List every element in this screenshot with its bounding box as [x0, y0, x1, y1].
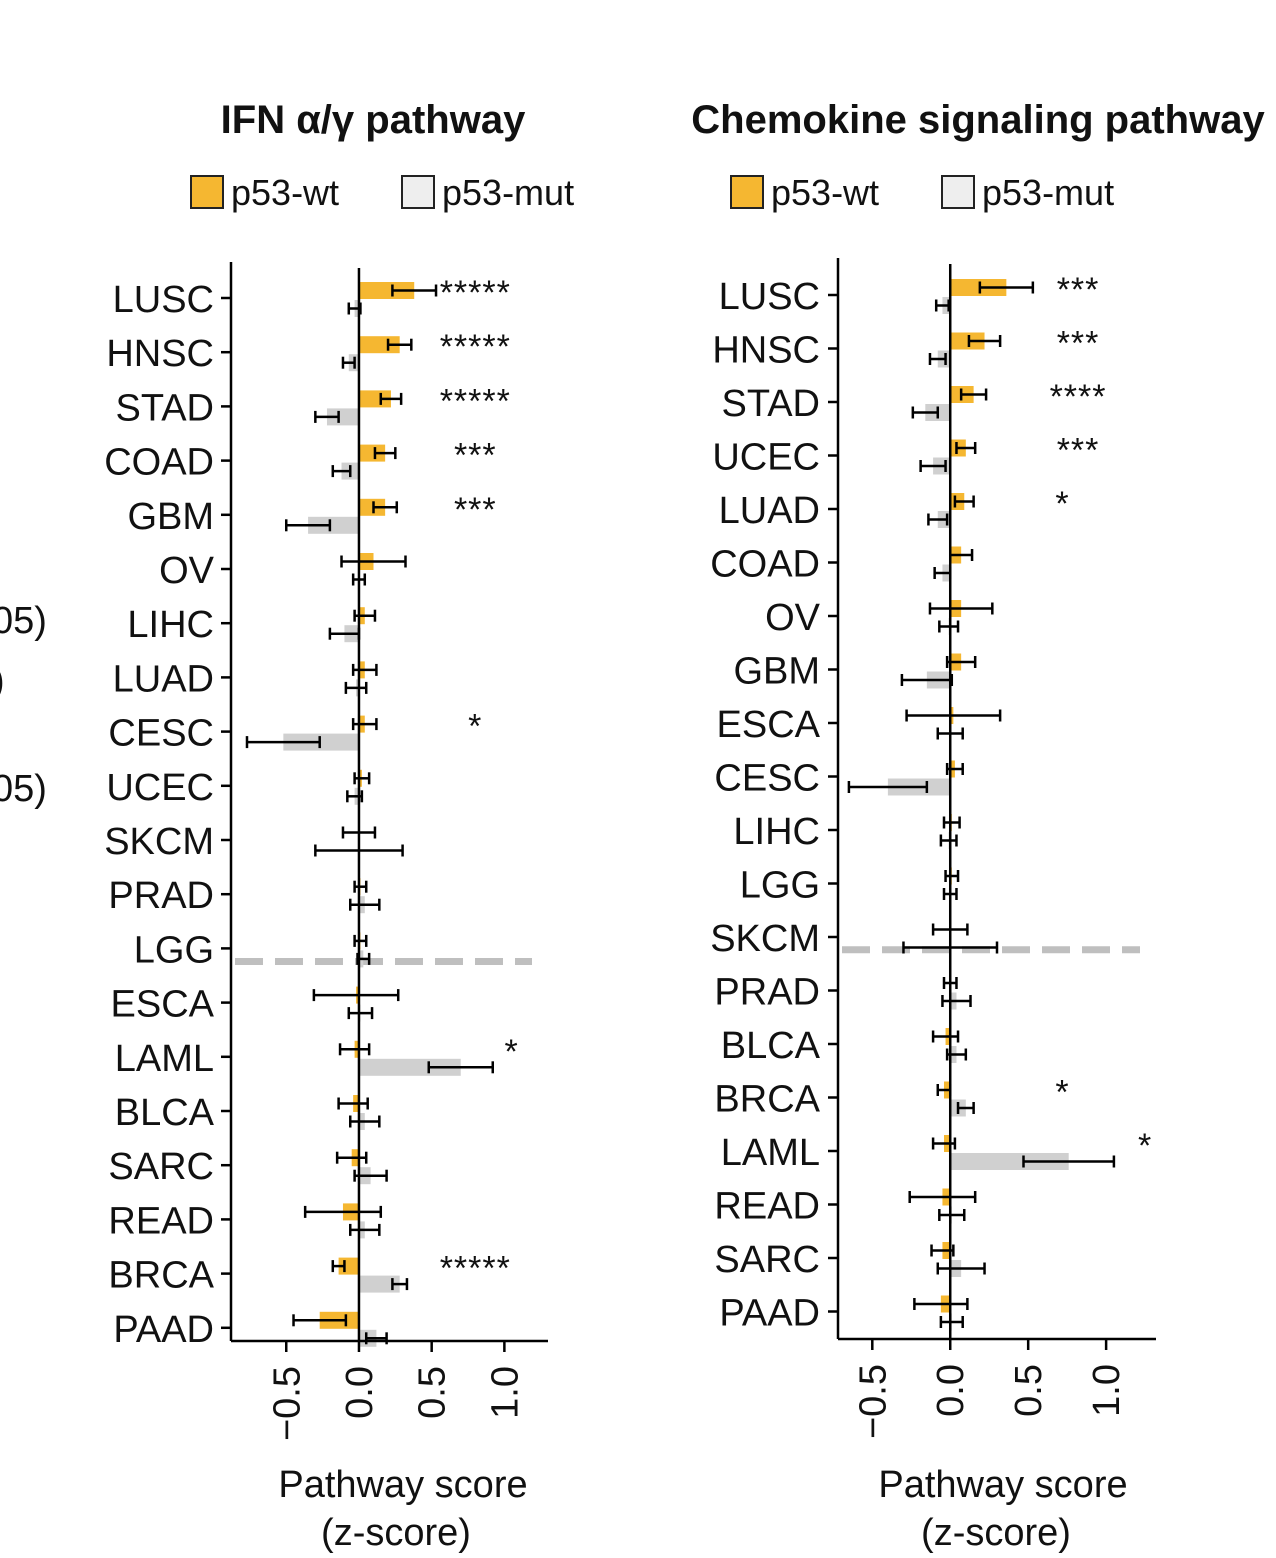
legend-swatch-mut: [401, 175, 435, 209]
category-label: PAAD: [719, 1293, 820, 1335]
category-label: LAML: [115, 1038, 214, 1080]
category-label: PAAD: [113, 1309, 214, 1351]
category-label: LUAD: [113, 658, 214, 700]
bar-p53-mut: [358, 1058, 461, 1076]
category-label: SKCM: [710, 918, 820, 960]
cut-off-label-3: 05): [0, 768, 47, 810]
x-axis-title: Pathway score: [278, 1464, 527, 1506]
x-tick-label: 0.5: [1008, 1364, 1050, 1417]
category-label: UCEC: [712, 437, 820, 479]
category-label: HNSC: [106, 333, 214, 375]
category-label: READ: [714, 1186, 820, 1228]
category-label: BLCA: [115, 1092, 215, 1134]
category-label: SKCM: [104, 821, 214, 863]
category-label: LIHC: [127, 604, 214, 646]
bar-p53-wt: [358, 390, 391, 408]
bar-p53-mut: [308, 516, 359, 534]
x-axis-unit: (z-score): [321, 1512, 471, 1554]
category-label: LGG: [740, 865, 820, 907]
category-label: LUSC: [719, 276, 820, 318]
bar-p53-wt: [950, 332, 985, 350]
category-label: STAD: [721, 383, 820, 425]
category-label: COAD: [104, 442, 214, 484]
x-tick-label: 0.5: [412, 1366, 454, 1419]
significance-stars: *: [505, 1033, 519, 1071]
x-tick-label: 1.0: [484, 1366, 526, 1419]
bar-p53-wt: [950, 279, 1007, 296]
bar-p53-wt: [358, 282, 415, 299]
legend: p53-wt p53-mut: [190, 172, 574, 213]
significance-stars: *: [1138, 1127, 1152, 1165]
bar-p53-mut: [358, 1275, 400, 1293]
category-label: LAML: [721, 1132, 820, 1174]
bar-p53-mut: [283, 733, 359, 751]
bar-p53-mut: [326, 408, 359, 426]
category-label: LIHC: [733, 811, 820, 853]
category-label: LUSC: [113, 279, 214, 321]
category-label: GBM: [127, 496, 214, 538]
x-tick-label: −0.5: [852, 1364, 894, 1439]
bar-p53-wt: [358, 498, 386, 516]
significance-stars: *: [468, 708, 482, 746]
category-label: GBM: [733, 651, 820, 693]
category-label: SARC: [714, 1239, 820, 1281]
chart-panel-chemokine: Chemokine signaling pathway p53-wt p53-mut…: [691, 98, 1265, 1554]
category-label: CESC: [714, 758, 820, 800]
significance-stars: ***: [1057, 325, 1100, 363]
bar-p53-wt: [358, 444, 386, 462]
x-tick-label: 1.0: [1086, 1364, 1128, 1417]
cut-off-label-1: 05): [0, 600, 47, 642]
x-tick-label: 0.0: [339, 1366, 381, 1419]
x-tick-label: −0.5: [266, 1366, 308, 1441]
legend: p53-wt p53-mut: [730, 172, 1114, 213]
legend-label-wt: p53-wt: [771, 172, 879, 213]
category-label: ESCA: [717, 704, 821, 746]
category-label: PRAD: [108, 875, 214, 917]
bar-p53-wt: [358, 336, 400, 354]
cut-off-label-2: ): [0, 660, 5, 703]
x-tick-label: 0.0: [930, 1364, 972, 1417]
legend-label-mut: p53-mut: [982, 172, 1114, 213]
category-label: COAD: [710, 544, 820, 586]
category-label: BRCA: [108, 1255, 214, 1297]
significance-stars: *****: [440, 1250, 511, 1288]
x-axis-title: Pathway score: [878, 1464, 1127, 1506]
legend-label-wt: p53-wt: [231, 172, 339, 213]
category-label: HNSC: [712, 330, 820, 372]
significance-stars: *: [1055, 1074, 1069, 1112]
category-label: STAD: [115, 387, 214, 429]
category-label: BLCA: [721, 1025, 821, 1067]
chart-title: Chemokine signaling pathway: [691, 98, 1265, 142]
significance-stars: *****: [440, 328, 511, 366]
category-label: SARC: [108, 1146, 214, 1188]
category-label: BRCA: [714, 1079, 820, 1121]
category-label: LUAD: [719, 490, 820, 532]
category-label: OV: [159, 550, 215, 592]
legend-label-mut: p53-mut: [442, 172, 574, 213]
chart-title: IFN α/γ pathway: [221, 98, 526, 142]
legend-swatch-wt: [190, 175, 224, 209]
category-label: ESCA: [111, 984, 215, 1026]
category-label: OV: [765, 597, 821, 639]
significance-stars: ***: [1057, 271, 1100, 309]
category-label: CESC: [108, 713, 214, 755]
significance-stars: *****: [440, 382, 511, 420]
x-axis-unit: (z-score): [921, 1512, 1071, 1554]
bar-p53-mut: [950, 1153, 1069, 1170]
significance-stars: *****: [440, 274, 511, 312]
category-label: READ: [108, 1200, 214, 1242]
significance-stars: *: [1055, 485, 1069, 523]
legend-swatch-wt: [730, 175, 764, 209]
category-label: UCEC: [106, 767, 214, 809]
legend-swatch-mut: [941, 175, 975, 209]
significance-stars: ***: [454, 437, 497, 475]
significance-stars: ****: [1050, 378, 1107, 416]
category-label: LGG: [134, 929, 214, 971]
significance-stars: ***: [454, 491, 497, 529]
significance-stars: ***: [1057, 432, 1100, 470]
category-label: PRAD: [714, 972, 820, 1014]
